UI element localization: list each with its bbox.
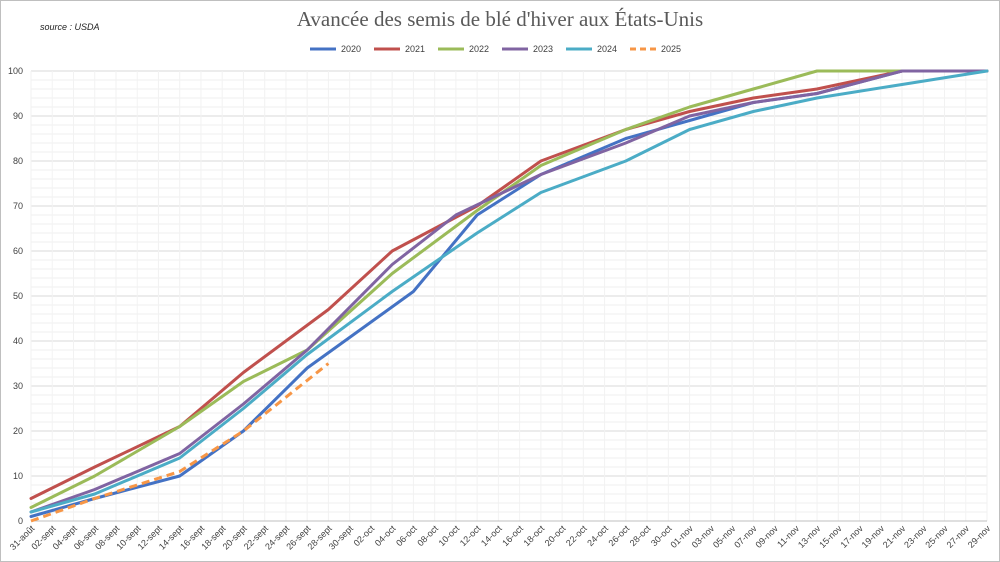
y-tick-label: 40 (13, 336, 23, 346)
y-tick-label: 70 (13, 201, 23, 211)
x-tick-label: 20-oct (543, 523, 568, 548)
x-tick-label: 14-oct (479, 523, 504, 548)
x-tick-label: 16-oct (500, 523, 525, 548)
x-tick-label: 18-oct (522, 523, 547, 548)
series-line-2022 (29, 69, 989, 509)
x-tick-label: 06-oct (394, 523, 419, 548)
gridlines (30, 70, 988, 522)
x-tick-label: 12-oct (458, 523, 483, 548)
x-axis-ticks: 31-août02-sept04-sept06-sept08-sept10-se… (8, 523, 993, 552)
legend-label-2021: 2021 (405, 44, 425, 54)
legend-label-2024: 2024 (597, 44, 617, 54)
y-tick-label: 0 (18, 516, 23, 526)
chart-title: Avancée des semis de blé d'hiver aux Éta… (296, 7, 704, 31)
legend-label-2025: 2025 (661, 44, 681, 54)
y-tick-label: 90 (13, 111, 23, 121)
x-tick-label: 03-nov (690, 523, 717, 550)
x-tick-label: 30-sept (327, 523, 356, 552)
x-tick-label: 04-oct (373, 523, 398, 548)
x-tick-label: 13-nov (796, 523, 823, 550)
y-tick-label: 80 (13, 156, 23, 166)
series-line-2025 (30, 362, 330, 523)
x-tick-label: 27-nov (945, 523, 972, 550)
legend-label-2023: 2023 (533, 44, 553, 54)
x-tick-label: 08-oct (415, 523, 440, 548)
x-tick-label: 02-oct (352, 523, 377, 548)
legend-label-2022: 2022 (469, 44, 489, 54)
series-line-2023 (29, 69, 989, 514)
x-tick-label: 26-oct (606, 523, 631, 548)
y-tick-label: 60 (13, 246, 23, 256)
x-tick-label: 15-nov (817, 523, 844, 550)
x-tick-label: 23-nov (902, 523, 929, 550)
y-tick-label: 10 (13, 471, 23, 481)
x-tick-label: 19-nov (860, 523, 887, 550)
series-line-2024 (29, 69, 989, 514)
y-tick-label: 20 (13, 426, 23, 436)
source-label: source : USDA (40, 22, 100, 32)
x-tick-label: 21-nov (881, 523, 908, 550)
series-lines (29, 69, 989, 523)
x-tick-label: 17-nov (838, 523, 865, 550)
x-tick-label: 24-oct (585, 523, 610, 548)
x-tick-label: 10-oct (437, 523, 462, 548)
y-tick-label: 50 (13, 291, 23, 301)
legend-label-2020: 2020 (341, 44, 361, 54)
x-tick-label: 09-nov (753, 523, 780, 550)
x-tick-label: 05-nov (711, 523, 738, 550)
x-tick-label: 28-oct (628, 523, 653, 548)
y-tick-label: 100 (8, 66, 23, 76)
x-tick-label: 01-nov (668, 523, 695, 550)
series-line-2021 (29, 69, 989, 500)
x-tick-label: 25-nov (923, 523, 950, 550)
legend: 2020 2021 2022 2023 2024 2025 (310, 44, 681, 54)
x-tick-label: 07-nov (732, 523, 759, 550)
series-line-2020 (29, 69, 989, 518)
y-tick-label: 30 (13, 381, 23, 391)
y-axis-ticks: 0 10 20 30 40 50 60 70 80 90 100 (8, 66, 23, 526)
x-tick-label: 29-nov (966, 523, 993, 550)
x-tick-label: 22-oct (564, 523, 589, 548)
